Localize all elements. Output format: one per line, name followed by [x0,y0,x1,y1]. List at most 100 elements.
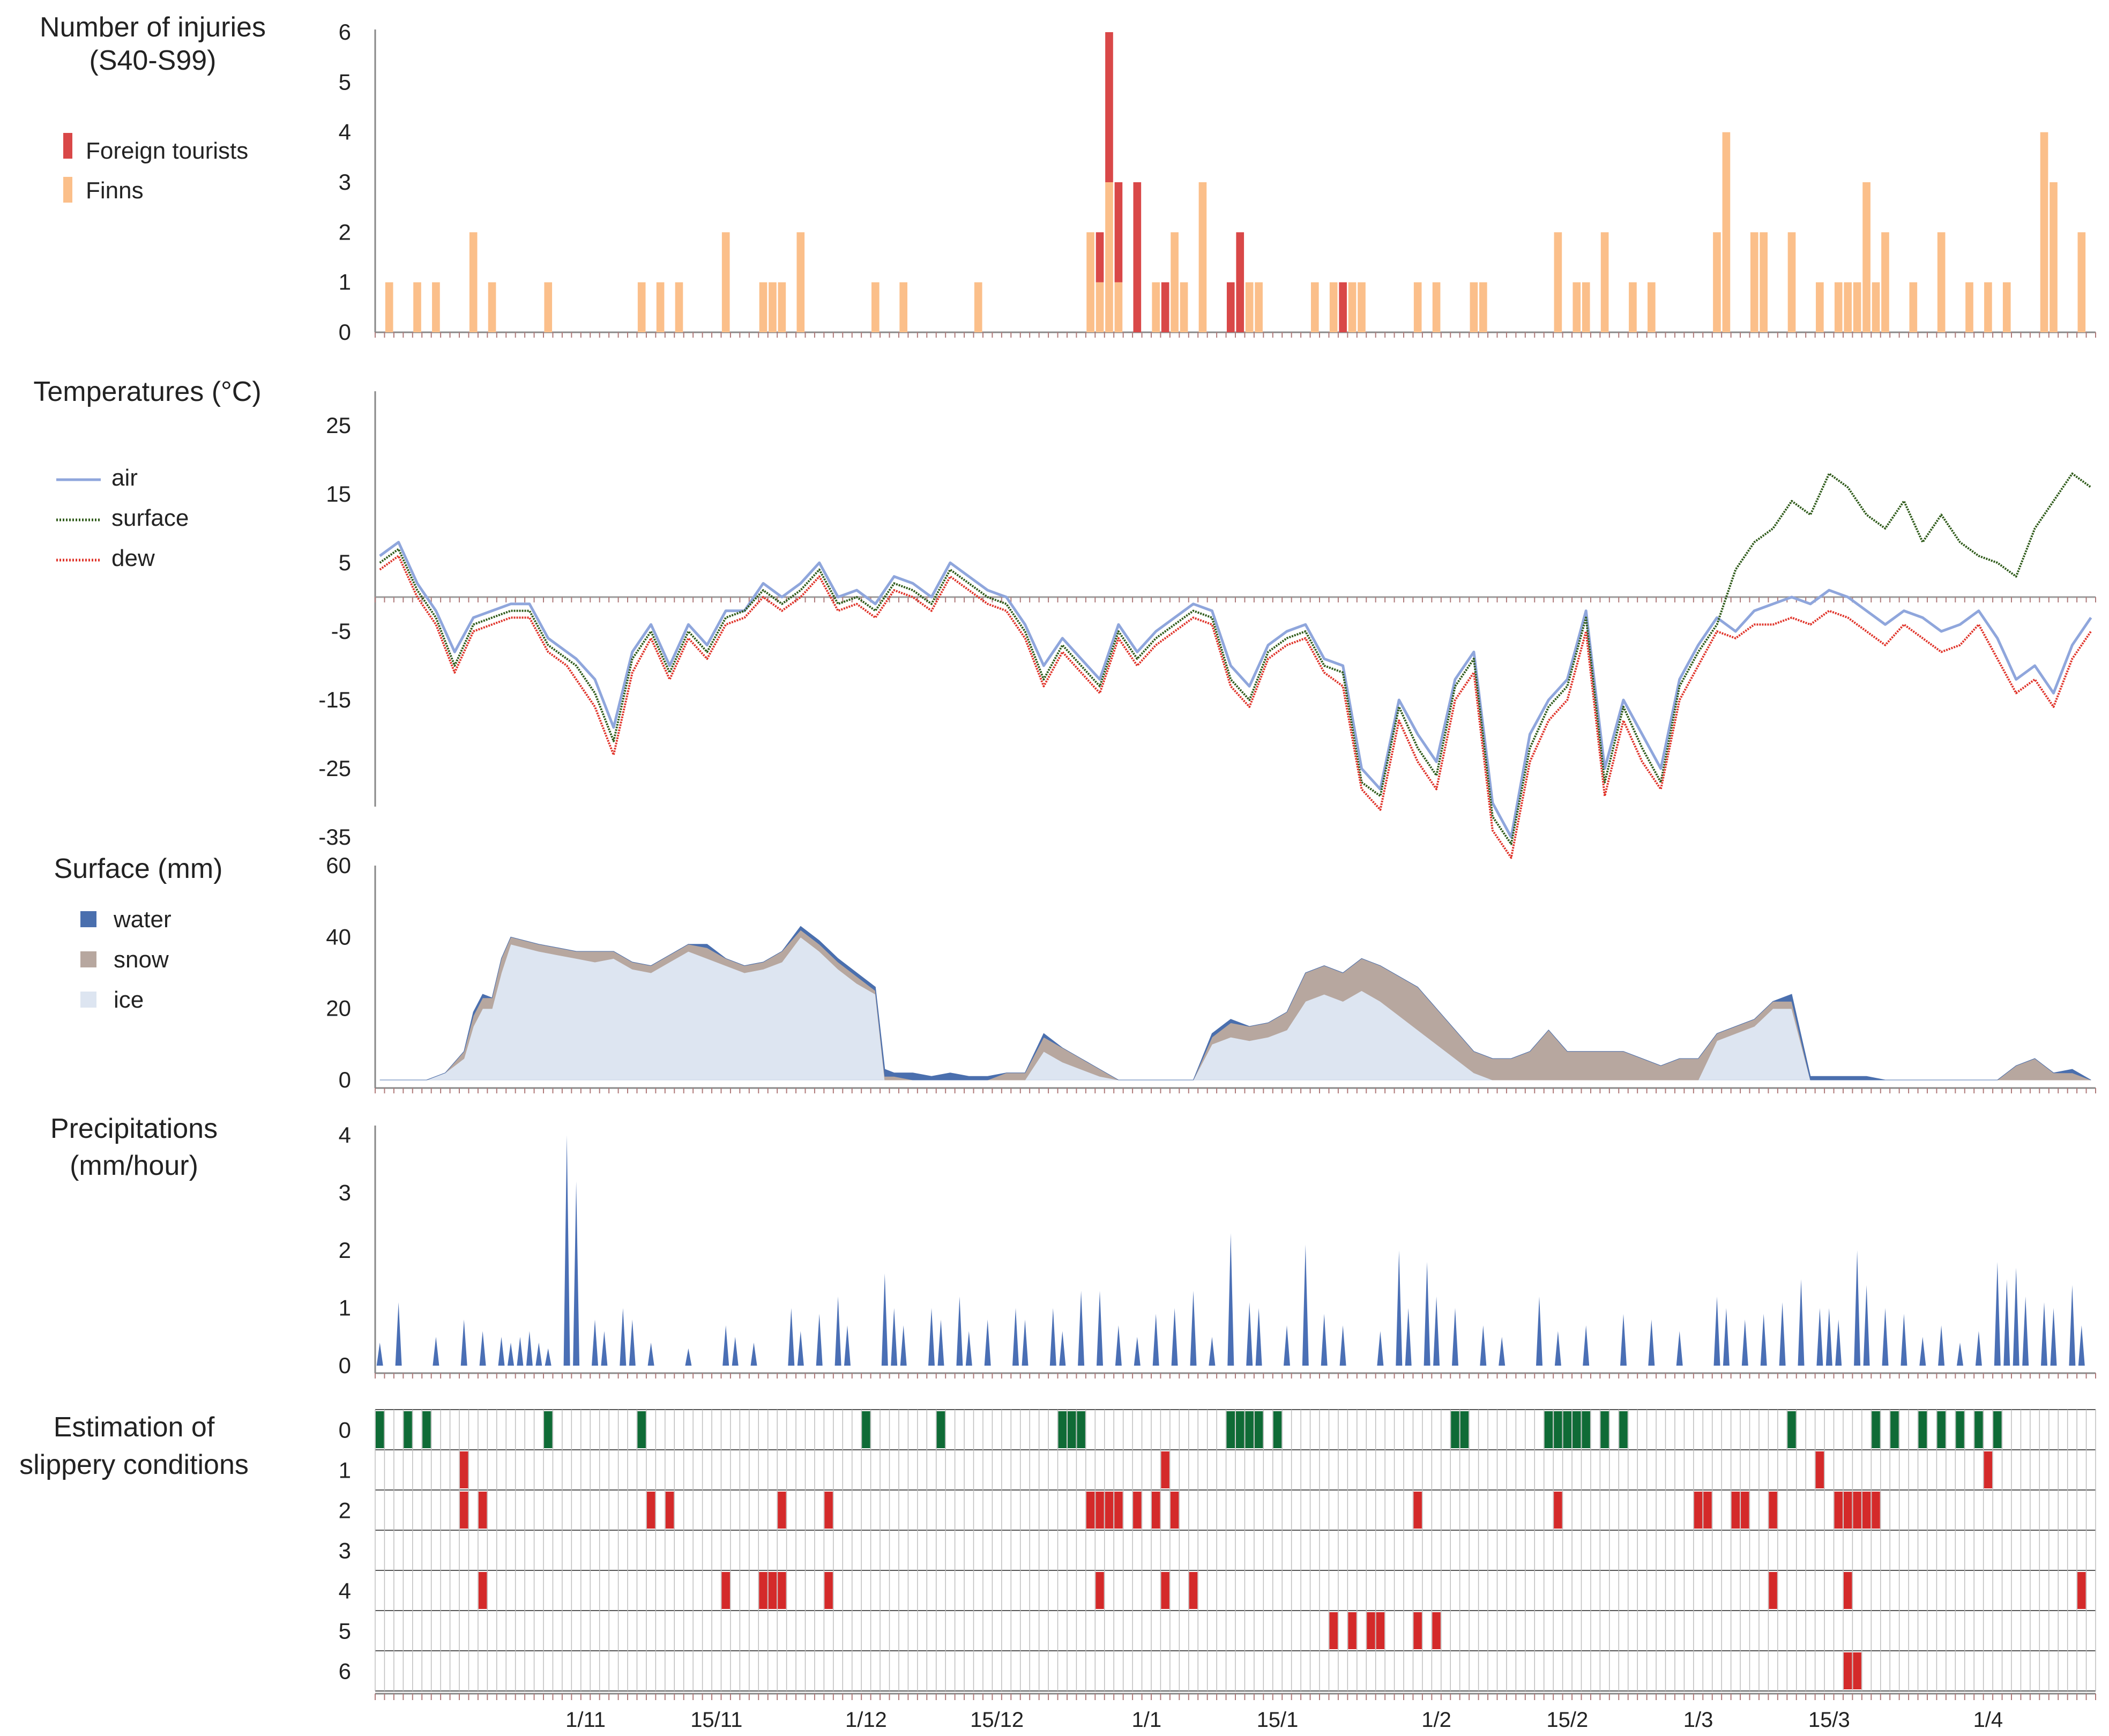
bar-finns [721,232,730,332]
slippery-level-label: 0 [339,1418,351,1443]
slippery-cell-slippery [1329,1612,1338,1649]
slippery-cell-slippery [2077,1572,2086,1609]
slippery-cell-slippery [1554,1492,1562,1529]
slippery-cell-slippery [1862,1492,1871,1529]
slippery-cell-slippery [478,1572,487,1609]
bar-foreign-tourists [1161,282,1169,332]
time-x-label: 1/11 [565,1708,606,1732]
bar-finns [1180,282,1188,332]
precip-spike [732,1337,739,1366]
slippery-cell-slippery [1834,1492,1843,1529]
precip-spike [834,1297,841,1366]
precip-ytick-label: 0 [339,1353,351,1378]
precip-spike [984,1320,991,1366]
slippery-cell-slippery [1413,1492,1422,1529]
precip-spike [881,1273,888,1366]
precip-spike [1059,1331,1066,1366]
slippery-cell-slippery [1731,1492,1740,1529]
bar-foreign-tourists [1133,182,1142,332]
bar-foreign-tourists [1096,232,1104,282]
bar-finns [1750,232,1758,332]
injuries-ytick-label: 6 [339,19,351,44]
legend-swatch-ice [80,992,96,1008]
slippery-cell-slippery [478,1492,487,1529]
precip-spike [1741,1320,1748,1366]
precip-spike [1152,1314,1159,1366]
slippery-cell-slippery [1432,1612,1441,1649]
precip-spike [498,1337,505,1366]
slippery-cell-safe [404,1411,412,1448]
surface-ytick-label: 40 [326,924,351,949]
precip-spike [1452,1308,1458,1366]
precip-spike [1854,1250,1861,1366]
precip-spike [1994,1262,2001,1366]
temperatures-ytick-label: -35 [318,824,351,850]
slippery-cell-safe [862,1411,870,1448]
bar-finns [1358,282,1366,332]
precip-spike [816,1314,823,1366]
bar-foreign-tourists [1114,182,1123,282]
bar-finns [1937,232,1946,332]
slippery-cell-safe [1451,1411,1459,1448]
bar-finns [1573,282,1581,332]
time-x-label: 1/3 [1683,1708,1713,1732]
slippery-cell-slippery [665,1492,674,1529]
injuries-panel: Number of injuries (S40-S99) Foreign tou… [40,12,2096,345]
slippery-cell-safe [1067,1411,1076,1448]
slippery-cell-safe [1872,1411,1880,1448]
precip-spike [433,1337,439,1366]
slippery-cell-safe [1582,1411,1590,1448]
bar-finns [2002,282,2011,332]
bar-finns [1245,282,1254,332]
precip-spike [1012,1308,1019,1366]
precip-spike [1255,1308,1262,1366]
precip-spike [1938,1325,1945,1366]
slippery-cell-slippery [460,1492,468,1529]
precip-ytick-label: 3 [339,1180,351,1205]
slippery-cell-slippery [778,1572,786,1609]
bar-foreign-tourists [1339,282,1347,332]
precip-spike [647,1343,654,1366]
time-x-label: 15/12 [970,1708,1024,1732]
precip-spike [1957,1343,1963,1366]
bar-finns [1255,282,1263,332]
precip-spike [479,1331,486,1366]
precip-spike [1321,1314,1328,1366]
legend-swatch-finns [63,177,72,203]
bar-finns [1348,282,1357,332]
precip-spike [1779,1302,1786,1366]
bar-finns [1760,232,1768,332]
bar-finns [675,282,683,332]
slippery-cell-slippery [1413,1612,1422,1649]
precip-spike [722,1325,729,1366]
time-x-label: 15/11 [690,1708,742,1732]
bar-finns [769,282,777,332]
slippery-cell-safe [1918,1411,1927,1448]
injuries-ytick-label: 0 [339,319,351,345]
slippery-panel: Estimation of slippery conditions 0 1 2 3 4 5… [19,1409,2096,1692]
bar-finns [1432,282,1441,332]
time-x-label: 15/2 [1546,1708,1588,1732]
slippery-cell-slippery [1769,1492,1777,1529]
slippery-cell-safe [544,1411,553,1448]
precip-spike [508,1343,514,1366]
precip-spike [1246,1302,1253,1366]
injuries-ytick-label: 4 [339,120,351,145]
slippery-cell-slippery [1086,1492,1095,1529]
precip-spike [1405,1308,1412,1366]
bar-finns [871,282,880,332]
precip-spike [965,1331,972,1366]
precip-spike [2041,1302,2047,1366]
bar-finns [1105,182,1113,332]
bar-finns [796,232,805,332]
slippery-cell-slippery [1161,1451,1169,1488]
precip-spike [395,1302,402,1366]
temperatures-ytick-label: -5 [331,619,351,644]
slippery-cell-slippery [1769,1572,1777,1609]
bar-finns [1713,232,1721,332]
bar-finns [1600,232,1609,332]
bar-finns [469,232,478,332]
bar-finns [2050,182,2058,332]
precip-spike [601,1331,608,1366]
slippery-cell-safe [1554,1411,1562,1448]
